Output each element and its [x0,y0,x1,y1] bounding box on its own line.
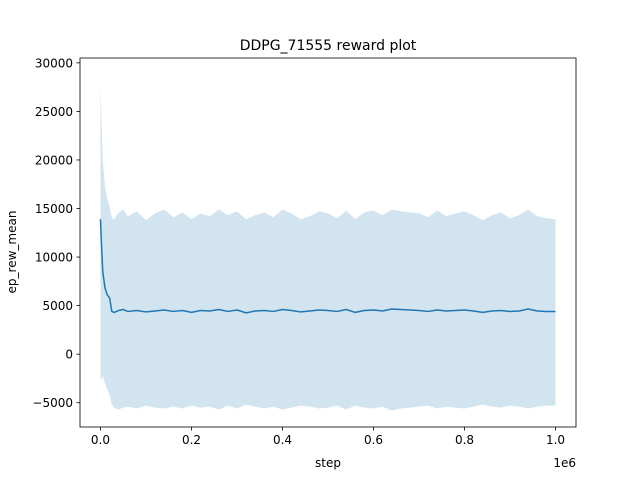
x-tick-label: 0.2 [182,433,201,447]
y-tick-label: 5000 [42,299,73,313]
mean-line-0 [99,219,556,314]
x-tick-label: 0.6 [364,433,383,447]
ticks: 0.0 0.2 0.4 0.6 0.8 1.0 −5000 0 5000 10000 15000 20… [32,56,565,447]
x-axis-title: step [315,456,341,470]
axes-frame [79,57,577,428]
y-tick-label: 10000 [35,251,73,265]
x-tick-label: 0.8 [455,433,474,447]
y-tick-label: 15000 [35,202,73,216]
std-band-0 [100,82,556,411]
plot-area [99,82,556,411]
chart-title: DDPG_71555 reward plot [240,38,417,54]
y-tick-label: 30000 [35,56,73,70]
x-tick-label: 1.0 [546,433,565,447]
y-axis-title: ep_rew_mean [5,211,19,294]
x-tick-label: 0.4 [273,433,292,447]
x-tick-label: 0.0 [91,433,110,447]
y-tick-label: 20000 [35,153,73,167]
y-tick-label: 0 [65,348,73,362]
y-tick-label: −5000 [32,396,73,410]
axes [79,57,577,428]
x-offset-text: 1e6 [553,456,576,470]
y-tick-label: 25000 [35,105,73,119]
